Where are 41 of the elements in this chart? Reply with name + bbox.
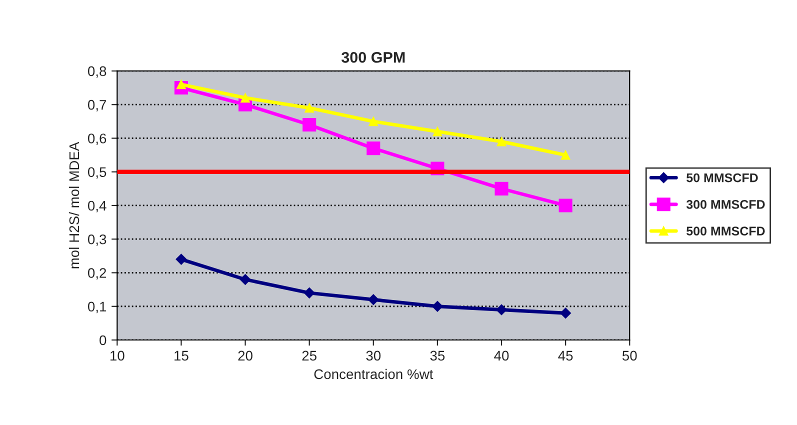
chart-title: 300 GPM	[341, 52, 405, 63]
point	[558, 198, 572, 212]
x-tick-label: 30	[366, 350, 381, 361]
y-tick-label: 0,2	[88, 268, 106, 280]
point	[304, 103, 314, 113]
y-tick-label: 0,5	[88, 167, 106, 179]
point	[560, 150, 570, 160]
x-tick-label: 20	[238, 350, 252, 361]
legend-label: 300 MMSCFD	[686, 200, 765, 209]
x-axis-title: Concentracion %wt	[314, 368, 434, 380]
x-tick-label: 45	[558, 350, 573, 361]
x-tick-label: 25	[302, 350, 316, 361]
y-tick-label: 0	[100, 335, 106, 346]
y-tick-label: 0,4	[88, 200, 106, 212]
point	[240, 274, 251, 285]
point	[240, 93, 250, 103]
y-tick-label: 0,7	[88, 100, 106, 112]
legend-label: 500 MMSCFD	[686, 226, 765, 236]
y-tick-label: 0,6	[88, 134, 106, 146]
point	[368, 116, 378, 126]
point	[302, 118, 316, 132]
point	[496, 304, 507, 316]
x-tick-label: 40	[494, 350, 509, 361]
point	[432, 126, 442, 136]
x-tick-label: 10	[110, 350, 124, 361]
legend-label: 50 MMSCFD	[686, 173, 758, 182]
x-tick-label: 50	[622, 350, 637, 361]
x-tick-label: 35	[430, 350, 445, 361]
point	[494, 182, 508, 196]
point	[560, 308, 571, 319]
y-axis-title: mol H2S/ mol MDEA	[68, 142, 80, 268]
point	[432, 300, 443, 312]
y-tick-label: 0,3	[88, 234, 106, 246]
y-tick-label: 0,8	[88, 66, 106, 78]
point	[176, 254, 187, 265]
y-tick-label: 0,1	[88, 302, 106, 314]
point	[366, 142, 380, 156]
point	[368, 294, 379, 306]
point	[304, 287, 315, 298]
point	[496, 136, 506, 146]
x-tick-label: 15	[174, 350, 188, 361]
